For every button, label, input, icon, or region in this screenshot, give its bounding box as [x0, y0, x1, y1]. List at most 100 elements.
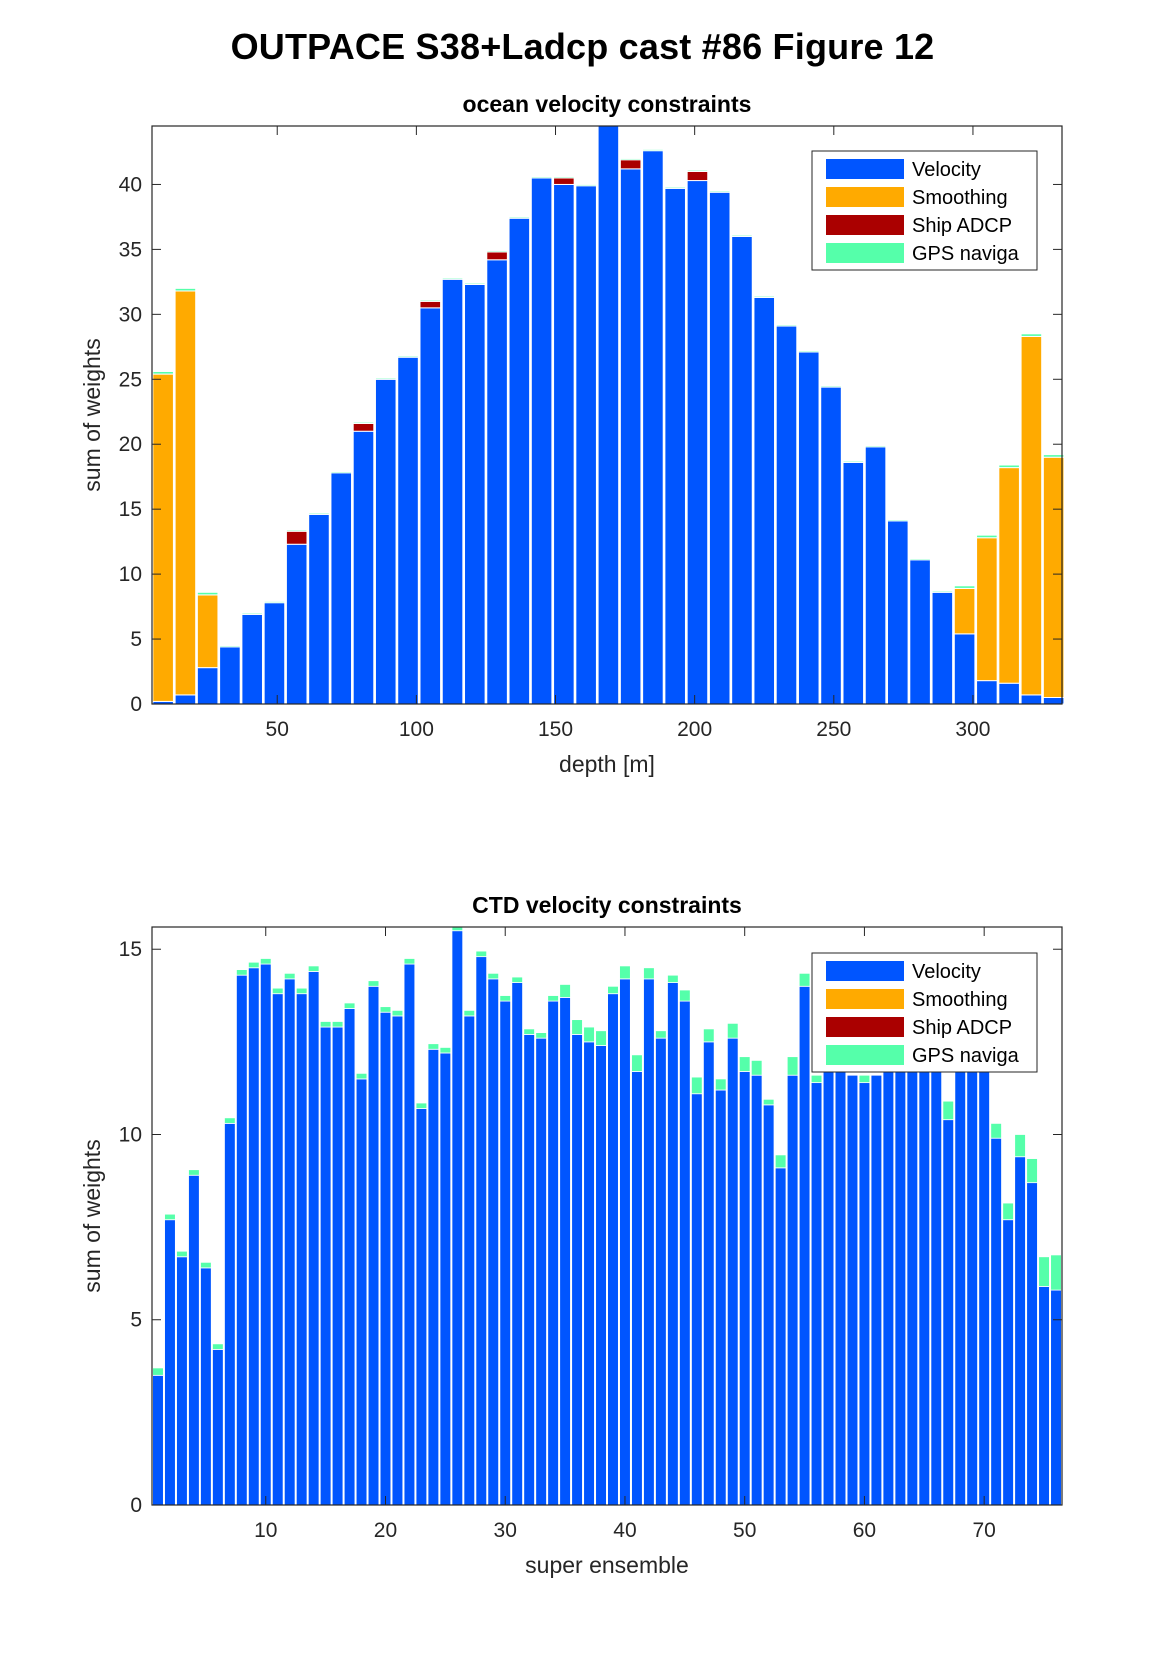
bar-velocity	[702, 1041, 715, 1506]
bar-gps-naviga	[798, 972, 811, 987]
bar-velocity	[441, 278, 464, 705]
y-axis-label: sum of weights	[79, 338, 105, 491]
bar-smoothing	[998, 467, 1020, 684]
bar-velocity	[451, 930, 464, 1506]
bar-gps-naviga	[864, 445, 887, 448]
legend-swatch	[826, 961, 904, 981]
bar-gps-naviga	[679, 989, 691, 1002]
bar-gps-naviga	[998, 464, 1020, 469]
bar-gps-naviga	[464, 282, 486, 285]
bar-velocity	[188, 1174, 200, 1506]
y-tick-label: 5	[130, 1309, 142, 1332]
bar-gps-naviga	[419, 299, 442, 302]
axes-box	[151, 125, 1063, 705]
bar-velocity	[219, 646, 241, 705]
bar-velocity	[1026, 1182, 1038, 1506]
bar-ship-adcp	[553, 177, 575, 185]
bar-smoothing	[1042, 456, 1065, 698]
chart-title: CTD velocity constraints	[472, 892, 742, 918]
bar-velocity	[486, 259, 508, 705]
bar-velocity	[978, 1071, 990, 1506]
bar-gps-naviga	[196, 591, 219, 596]
x-tick-label: 250	[816, 718, 851, 741]
bar-gps-naviga	[285, 529, 308, 532]
chart-title: ocean velocity constraints	[463, 91, 752, 117]
bar-gps-naviga	[463, 1009, 476, 1017]
bar-gps-naviga	[643, 967, 655, 980]
bar-gps-naviga	[330, 471, 353, 474]
bar-velocity	[575, 185, 597, 705]
x-tick-label: 50	[266, 718, 289, 741]
bar-velocity	[882, 1071, 895, 1506]
bar-velocity	[331, 1026, 344, 1506]
bar-gps-naviga	[307, 965, 320, 972]
bar-gps-naviga	[403, 958, 416, 965]
bar-gps-naviga	[842, 460, 865, 463]
bar-velocity	[726, 1037, 739, 1506]
bar-velocity	[308, 513, 330, 705]
bar-velocity	[285, 543, 308, 705]
bar-gps-naviga	[731, 234, 753, 237]
bar-smoothing	[152, 373, 174, 702]
bar-smoothing	[174, 290, 197, 696]
legend-swatch	[826, 215, 904, 235]
bar-velocity	[774, 1167, 787, 1506]
bar-gps-naviga	[367, 980, 380, 987]
bar-gps-naviga	[619, 157, 642, 161]
bar-gps-naviga	[263, 600, 286, 604]
bar-velocity	[998, 682, 1020, 705]
x-tick-label: 100	[399, 718, 434, 741]
bar-gps-naviga	[575, 183, 597, 187]
bar-gps-naviga	[976, 534, 998, 539]
bar-velocity	[797, 351, 820, 705]
bar-gps-naviga	[942, 1100, 955, 1121]
bar-velocity	[319, 1026, 332, 1506]
bar-velocity	[559, 997, 571, 1506]
bar-velocity	[463, 1015, 476, 1506]
bar-gps-naviga	[931, 590, 954, 593]
bar-gps-naviga	[379, 1006, 392, 1013]
bar-gps-naviga	[508, 216, 531, 219]
bar-gps-naviga	[241, 612, 263, 615]
bar-velocity	[176, 1256, 188, 1506]
bar-velocity	[174, 694, 197, 705]
bar-gps-naviga	[374, 377, 397, 380]
bar-gps-naviga	[786, 1056, 799, 1076]
legend-swatch	[826, 243, 904, 263]
legend-label: Ship ADCP	[912, 1017, 1012, 1039]
bar-velocity	[263, 602, 286, 705]
bar-velocity	[775, 325, 798, 705]
bar-gps-naviga	[439, 1047, 452, 1054]
x-axis-label: depth [m]	[559, 751, 655, 777]
bar-velocity	[750, 1074, 763, 1506]
bar-gps-naviga	[631, 1054, 643, 1072]
bar-gps-naviga	[553, 176, 575, 179]
bar-gps-naviga	[595, 1030, 607, 1046]
x-tick-label: 150	[538, 718, 573, 741]
bar-gps-naviga	[1050, 1254, 1062, 1291]
bar-velocity	[330, 472, 353, 705]
bar-velocity	[691, 1093, 703, 1506]
bar-gps-naviga	[691, 1076, 703, 1095]
x-tick-label: 60	[853, 1519, 876, 1542]
legend-swatch	[826, 159, 904, 179]
bar-velocity	[619, 978, 631, 1506]
bar-gps-naviga	[953, 585, 976, 589]
bar-gps-naviga	[909, 558, 931, 561]
bar-gps-naviga	[753, 295, 776, 298]
bar-gps-naviga	[475, 950, 488, 958]
legend-label: GPS naviga	[912, 1045, 1020, 1067]
bar-gps-naviga	[820, 385, 842, 388]
bar-velocity	[731, 235, 753, 705]
bar-velocity	[894, 1071, 907, 1506]
bar-velocity	[499, 1000, 512, 1506]
figure-title: OUTPACE S38+Ladcp cast #86 Figure 12	[230, 26, 935, 67]
bar-gps-naviga	[858, 1074, 871, 1084]
y-tick-label: 25	[119, 368, 142, 391]
bar-gps-naviga	[152, 370, 174, 375]
legend: Velocity Smoothing Ship ADCP GPS naviga	[811, 150, 1038, 271]
bar-velocity	[738, 1071, 751, 1506]
bar-velocity	[508, 217, 531, 705]
bar-smoothing	[196, 594, 219, 669]
